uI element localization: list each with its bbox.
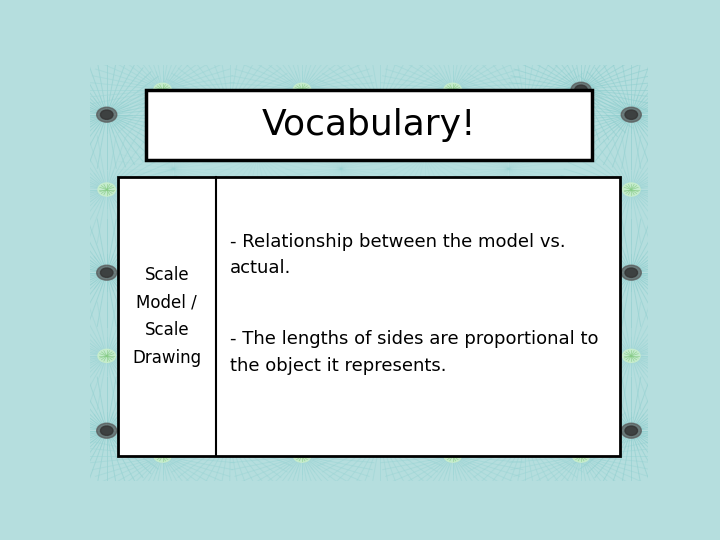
Text: - The lengths of sides are proportional to
the object it represents.: - The lengths of sides are proportional … <box>230 330 598 375</box>
Circle shape <box>372 100 389 113</box>
Text: - Relationship between the model vs.
actual.: - Relationship between the model vs. act… <box>230 233 565 277</box>
Circle shape <box>572 449 590 462</box>
Circle shape <box>96 423 117 438</box>
Circle shape <box>625 426 637 435</box>
Circle shape <box>221 100 238 113</box>
Circle shape <box>154 449 171 462</box>
Circle shape <box>98 183 115 196</box>
Circle shape <box>625 268 637 278</box>
Circle shape <box>571 82 591 97</box>
Circle shape <box>621 265 642 280</box>
Circle shape <box>623 183 640 196</box>
Circle shape <box>96 265 117 280</box>
FancyBboxPatch shape <box>118 177 620 456</box>
Circle shape <box>101 268 113 278</box>
Circle shape <box>293 449 311 462</box>
Circle shape <box>621 107 642 122</box>
Circle shape <box>575 85 588 94</box>
Circle shape <box>625 110 637 119</box>
Circle shape <box>101 426 113 435</box>
Circle shape <box>623 349 640 362</box>
Circle shape <box>516 100 534 113</box>
Circle shape <box>516 433 534 446</box>
Text: Vocabulary!: Vocabulary! <box>261 108 477 142</box>
Circle shape <box>221 433 238 446</box>
FancyBboxPatch shape <box>145 90 593 160</box>
Circle shape <box>621 423 642 438</box>
Circle shape <box>96 107 117 122</box>
Text: Scale
Model /
Scale
Drawing: Scale Model / Scale Drawing <box>132 266 202 367</box>
Circle shape <box>444 83 462 96</box>
Circle shape <box>98 349 115 362</box>
Circle shape <box>444 449 462 462</box>
Circle shape <box>372 433 389 446</box>
Circle shape <box>101 110 113 119</box>
Circle shape <box>293 83 311 96</box>
Circle shape <box>154 83 171 96</box>
